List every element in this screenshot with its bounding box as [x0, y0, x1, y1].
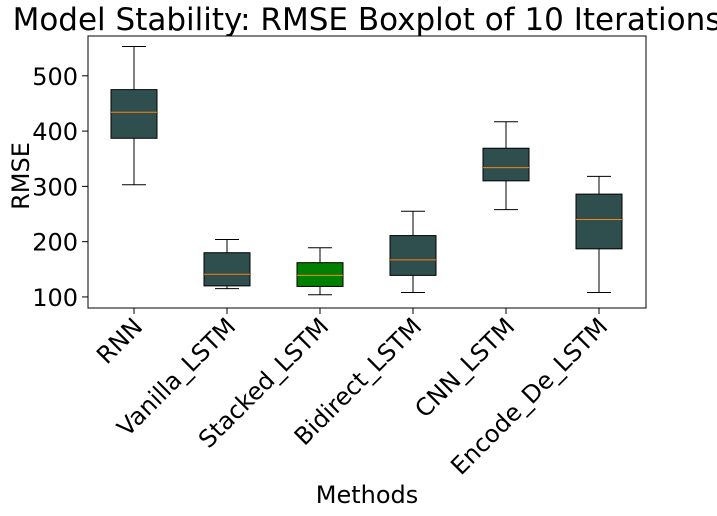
y-axis: 100 200 300 400 500	[32, 63, 88, 312]
y-axis-title: RMSE	[7, 142, 35, 210]
plot-area-frame	[87, 35, 647, 309]
x-tick-label: Encode_De_LSTM	[445, 312, 613, 480]
iqr-box	[296, 262, 344, 287]
iqr-box	[389, 235, 437, 276]
x-axis: RNNVanilla_LSTMStacked_LSTMBidirect_LSTM…	[91, 308, 613, 480]
iqr-box	[203, 252, 251, 287]
box-encode-de-lstm	[575, 175, 623, 294]
y-tick-label: 100	[32, 284, 78, 312]
iqr-box	[110, 89, 158, 139]
box-rnn	[110, 46, 158, 186]
y-tick-label: 300	[32, 173, 78, 201]
box-stacked-lstm	[296, 247, 344, 296]
x-tick-label: RNN	[91, 312, 148, 369]
box-cnn-lstm	[482, 121, 530, 211]
y-tick-label: 200	[32, 229, 78, 257]
box-bidirect-lstm	[389, 210, 437, 294]
y-tick-label: 400	[32, 118, 78, 146]
iqr-box	[575, 193, 623, 250]
chart-title: Model Stability: RMSE Boxplot of 10 Iter…	[13, 2, 717, 38]
y-tick-label: 500	[32, 63, 78, 91]
x-axis-title: Methods	[316, 481, 419, 509]
iqr-box	[482, 147, 530, 182]
box-vanilla-lstm	[203, 238, 251, 290]
box-series	[110, 46, 623, 296]
